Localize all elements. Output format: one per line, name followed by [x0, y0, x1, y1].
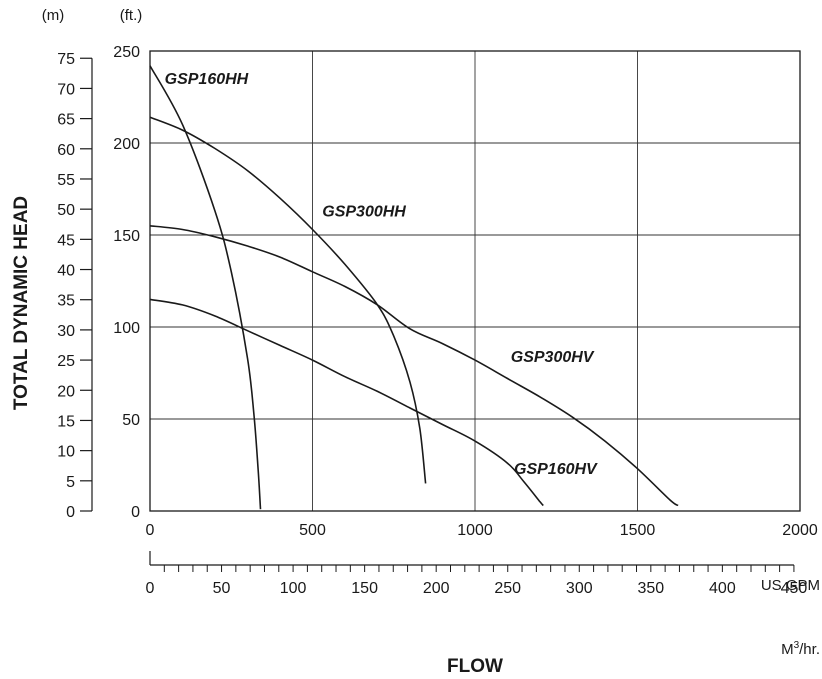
- y-tick-label-m: 20: [57, 383, 75, 400]
- x2-tick-label: 0: [146, 580, 155, 597]
- y-tick-label-m: 30: [57, 323, 75, 340]
- x-unit-gpm: US GPM: [761, 577, 820, 594]
- x-axis-title: FLOW: [447, 656, 503, 677]
- series-line-gsp160hv: [149, 298, 544, 507]
- x2-tick-label: 200: [423, 580, 450, 597]
- y-unit-feet: (ft.): [120, 7, 143, 24]
- series-line-gsp160hh: [149, 65, 262, 510]
- y-tick-label-m: 35: [57, 293, 75, 310]
- x2-tick-label: 450: [781, 580, 808, 597]
- y-tick-label-m: 65: [57, 112, 75, 129]
- y-tick-label-m: 60: [57, 142, 75, 159]
- series-label-gsp300hh: GSP300HH: [322, 204, 406, 221]
- y-tick-label-ft: 150: [113, 228, 140, 245]
- x-tick-label: 1500: [620, 522, 656, 539]
- x2-unit-m3hr: M3/hr.: [781, 640, 820, 658]
- series-label-gsp160hv: GSP160HV: [514, 461, 598, 478]
- y-tick-label-m: 45: [57, 232, 75, 249]
- series-line-gsp300hv: [149, 225, 679, 507]
- series-label-gsp300hv: GSP300HV: [511, 349, 595, 366]
- y-tick-label-m: 55: [57, 172, 75, 189]
- y-tick-label-ft: 100: [113, 320, 140, 337]
- x2-tick-label: 150: [351, 580, 378, 597]
- x2-tick-label: 100: [280, 580, 307, 597]
- y-tick-label-m: 5: [66, 474, 75, 491]
- x2-tick-label: 350: [637, 580, 664, 597]
- x2-tick-label: 300: [566, 580, 593, 597]
- x-tick-label: 0: [146, 522, 155, 539]
- y-tick-label-m: 50: [57, 202, 75, 219]
- x2-tick-label: 400: [709, 580, 736, 597]
- x2-tick-label: 50: [213, 580, 231, 597]
- x2-tick-label: 250: [494, 580, 521, 597]
- y-tick-label-m: 15: [57, 413, 75, 430]
- y-axis-title: TOTAL DYNAMIC HEAD: [11, 196, 32, 410]
- x-tick-label: 1000: [457, 522, 493, 539]
- y-tick-label-m: 70: [57, 81, 75, 98]
- y-tick-label-m: 40: [57, 263, 75, 280]
- y-tick-label-ft: 250: [113, 44, 140, 61]
- y-tick-label-m: 0: [66, 504, 75, 521]
- series-label-gsp160hh: GSP160HH: [165, 71, 249, 88]
- y-tick-label-m: 25: [57, 353, 75, 370]
- plot-frame: [149, 50, 801, 512]
- y-tick-label-ft: 0: [131, 504, 140, 521]
- x-tick-label: 2000: [782, 522, 818, 539]
- y-tick-label-ft: 50: [122, 412, 140, 429]
- y-unit-meters: (m): [42, 7, 65, 24]
- x-tick-label: 500: [299, 522, 326, 539]
- y-tick-label-m: 10: [57, 444, 75, 461]
- y-tick-label-m: 75: [57, 51, 75, 68]
- series-line-gsp300hh: [149, 116, 427, 484]
- y-tick-label-ft: 200: [113, 136, 140, 153]
